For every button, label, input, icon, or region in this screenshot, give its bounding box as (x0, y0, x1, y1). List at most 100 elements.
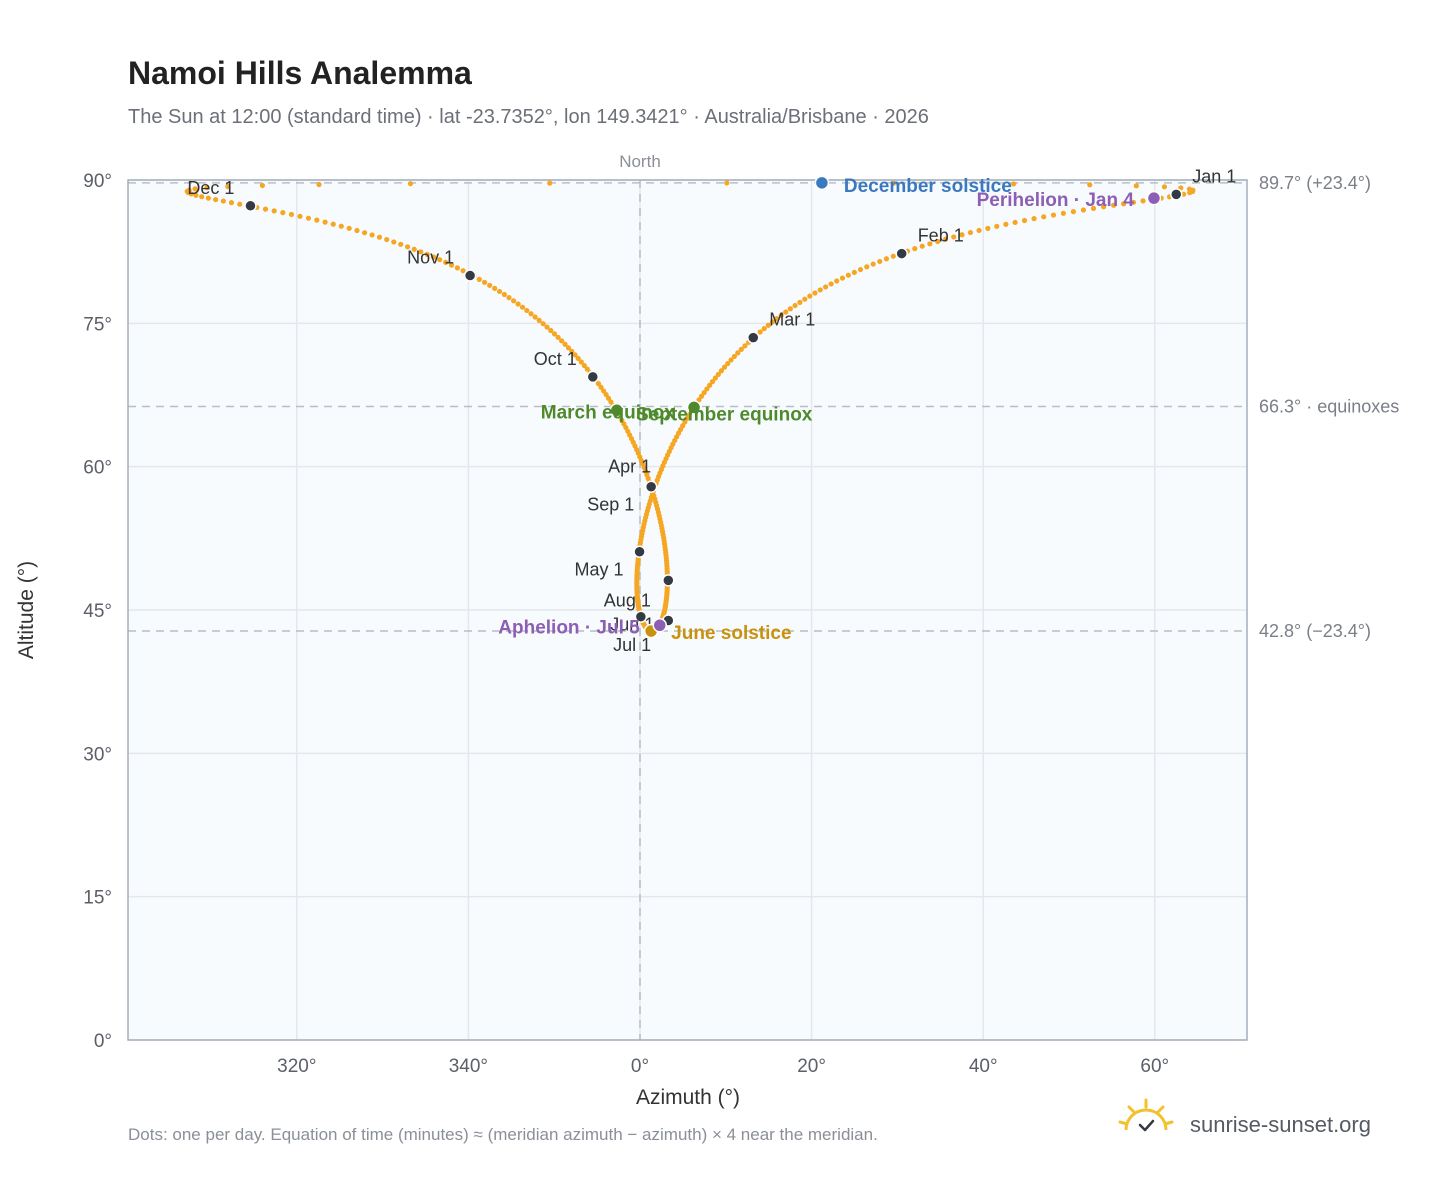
daily-dot (193, 192, 199, 198)
y-tick-label: 45° (83, 601, 112, 622)
daily-dot (506, 295, 512, 301)
daily-dot (1133, 183, 1139, 189)
month-marker-label: Dec 1 (187, 178, 234, 198)
daily-dot (1041, 214, 1047, 220)
daily-dot (707, 382, 713, 388)
daily-dot (1090, 205, 1097, 211)
daily-dot (951, 234, 957, 240)
x-tick-label: 20° (797, 1056, 826, 1077)
daily-dot (1161, 184, 1168, 190)
daily-dot (547, 180, 553, 186)
daily-dot (1070, 209, 1076, 215)
daily-dot (1140, 198, 1146, 204)
month-marker (586, 370, 600, 384)
y-axis-ticks: 0° 15° 30° 45° 60° 75° 90° (83, 171, 112, 1052)
event-label: June solstice (671, 623, 791, 644)
y-tick-label: 75° (83, 314, 112, 335)
daily-dot (890, 180, 897, 186)
daily-dot (305, 215, 312, 221)
daily-dot (935, 238, 941, 245)
daily-dot (565, 345, 572, 351)
month-marker-label: Nov 1 (407, 248, 454, 268)
daily-dot (411, 246, 417, 252)
daily-dot (994, 223, 1000, 229)
plot-frame (127, 179, 1248, 1041)
month-marker-label: Jan 1 (1192, 166, 1236, 186)
footnote: Dots: one per day. Equation of time (min… (128, 1125, 878, 1144)
month-marker-label: May 1 (575, 560, 624, 580)
daily-dot (598, 384, 604, 390)
daily-dot (481, 279, 488, 285)
daily-dot (774, 315, 780, 322)
month-marker (1170, 188, 1183, 201)
month-marker-label: Oct 1 (534, 349, 577, 369)
daily-dot (608, 399, 614, 405)
daily-dot (728, 357, 734, 363)
sun-logo-icon (1118, 1098, 1174, 1132)
daily-dot (757, 329, 763, 335)
daily-dot (288, 211, 295, 218)
daily-dot (186, 187, 192, 193)
month-marker (634, 610, 648, 623)
daily-dot (338, 223, 344, 229)
daily-dot (496, 288, 503, 295)
daily-dot (704, 386, 710, 392)
daily-dot (391, 239, 397, 245)
daily-dot (192, 186, 198, 192)
daily-dot (1121, 201, 1127, 207)
daily-dot (735, 350, 741, 356)
daily-dot (857, 266, 864, 273)
daily-dot (584, 366, 590, 372)
daily-dot (778, 312, 784, 318)
y-tick-label: 60° (83, 458, 112, 479)
x-axis-label: Azimuth (°) (636, 1086, 740, 1109)
daily-dot (715, 371, 721, 377)
daily-dot (839, 275, 846, 281)
x-axis-ticks: 320° 340° 0° 20° 40° 60° (277, 1056, 1169, 1077)
event-marker (1146, 190, 1162, 206)
daily-dot (544, 324, 550, 330)
daily-dot (354, 227, 360, 234)
daily-dot (919, 243, 925, 249)
daily-dot (985, 225, 991, 231)
reference-line-label: 42.8° (−23.4°) (1259, 621, 1371, 641)
daily-dot (1050, 212, 1057, 218)
daily-dot (314, 217, 320, 223)
daily-dot (204, 185, 210, 191)
daily-dot (927, 241, 933, 247)
daily-dot (943, 236, 949, 242)
daily-dot (330, 221, 336, 227)
daily-dot (698, 393, 705, 399)
daily-dot (443, 259, 449, 265)
reference-line-label: 66.3° · equinoxes (1259, 396, 1399, 416)
daily-dot (845, 272, 851, 278)
daily-dot (346, 225, 352, 231)
daily-dot (487, 282, 493, 288)
chart-title: Namoi Hills Analemma (128, 55, 472, 91)
daily-dot (559, 338, 565, 344)
daily-dot (407, 181, 414, 187)
daily-dot (220, 198, 226, 204)
daily-dot (870, 261, 876, 267)
month-marker (747, 331, 760, 344)
daily-dot (1010, 181, 1017, 187)
daily-dot (511, 298, 517, 304)
daily-dot (1111, 202, 1117, 208)
event-label: Perihelion · Jan 4 (977, 190, 1135, 211)
month-marker (244, 199, 257, 213)
daily-dot (701, 389, 707, 396)
month-marker-label: Apr 1 (608, 457, 651, 477)
daily-dot (792, 302, 798, 309)
daily-dot (797, 299, 803, 305)
daily-dot (501, 291, 507, 298)
daily-dot (912, 246, 918, 252)
daily-dot (783, 309, 789, 315)
daily-dot (828, 281, 834, 287)
daily-dot (605, 395, 612, 401)
daily-dot (228, 200, 235, 206)
daily-dot (834, 278, 840, 284)
daily-dot (460, 268, 466, 274)
month-marker (463, 269, 477, 282)
